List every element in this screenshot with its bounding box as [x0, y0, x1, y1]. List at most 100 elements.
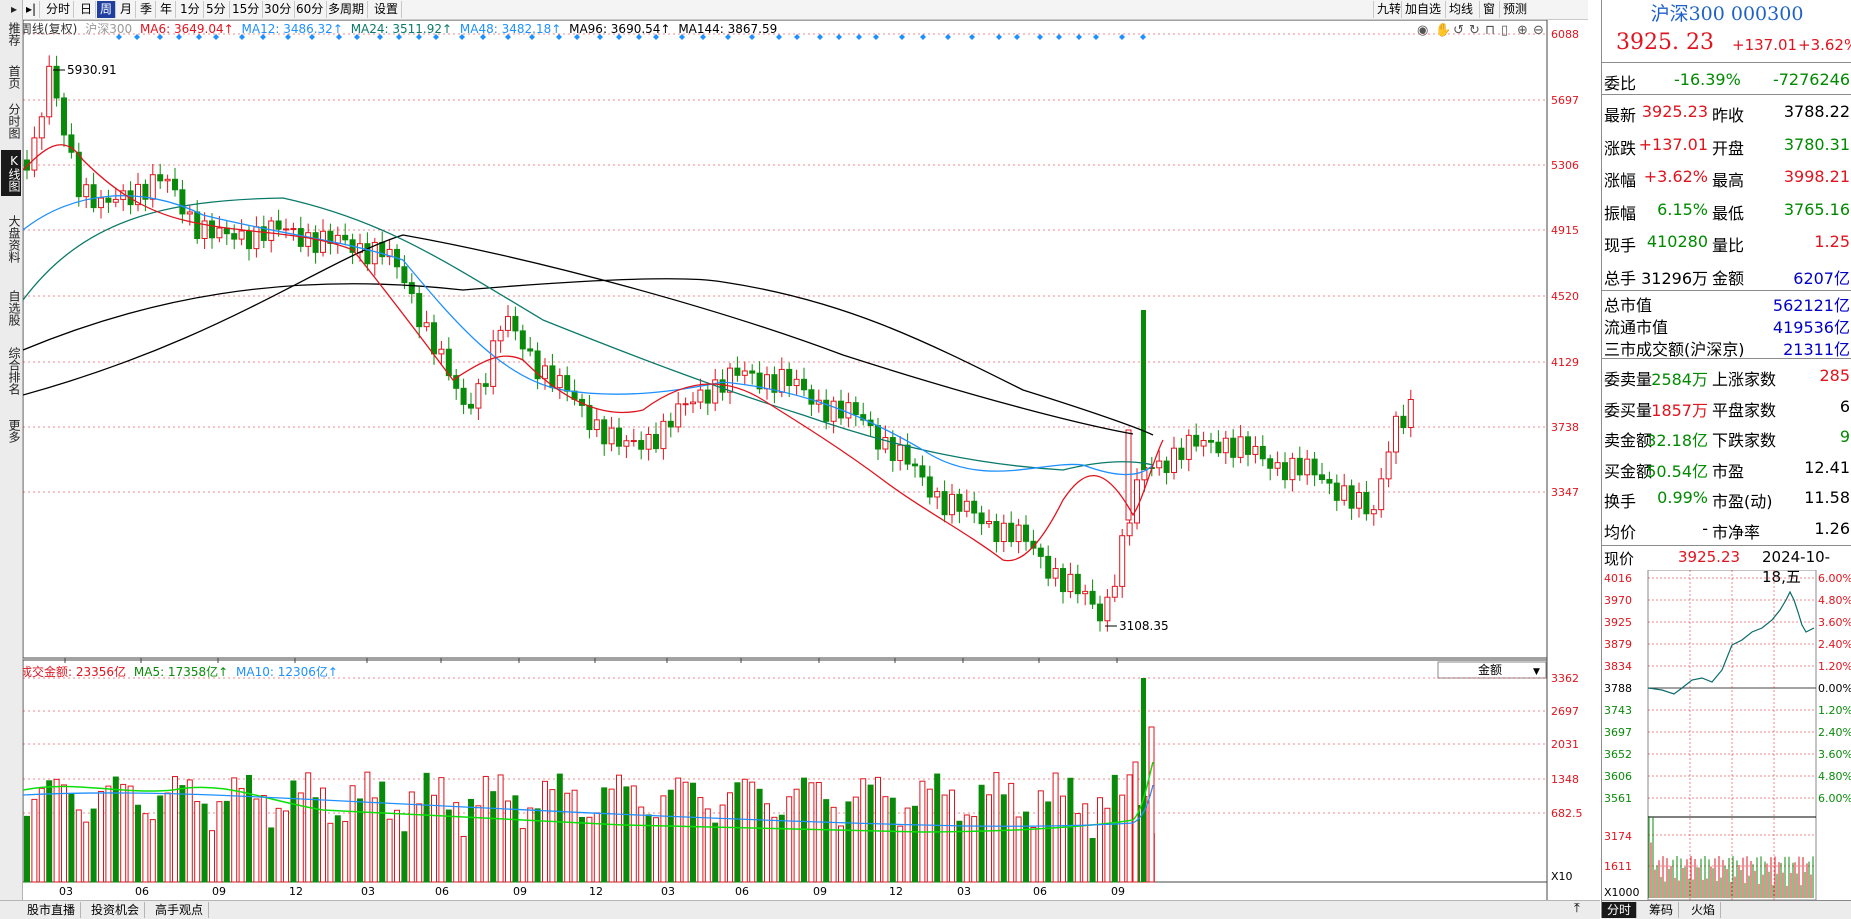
lock-icon[interactable]: ⊓	[1485, 23, 1495, 38]
candle-body	[1023, 524, 1029, 542]
volume-bar	[741, 778, 748, 883]
tab-monthly[interactable]: 月	[117, 1, 137, 18]
volume-bar	[1037, 790, 1044, 883]
scroll-top-icon[interactable]: ⤒	[1574, 901, 1580, 916]
volume-bar	[601, 787, 608, 883]
candle-body	[1333, 482, 1340, 501]
tab-30min[interactable]: 30分	[261, 1, 296, 18]
volume-bar	[438, 777, 445, 883]
sidebar-item-watchlist[interactable]: 自选股	[7, 290, 21, 326]
candle-body	[771, 374, 778, 393]
volume-bar	[564, 792, 571, 883]
tab-opportunity[interactable]: 投资机会	[86, 902, 146, 918]
ma-button[interactable]: 均线	[1445, 1, 1476, 18]
mini-tab-chips[interactable]: 筹码	[1644, 902, 1680, 918]
sidebar-item-market-info[interactable]: 大盘资料	[7, 215, 21, 263]
candle-body	[1304, 458, 1311, 476]
eye-icon[interactable]: ◉	[1417, 23, 1428, 38]
kline-chart[interactable]: 6088 5697 5306 4915 4520 4129 3738 3347 5930.91…	[23, 20, 1600, 900]
sidebar-item-recommend[interactable]: 推荐	[7, 22, 21, 46]
order-row-label2: 市净率	[1712, 522, 1761, 542]
volume-bar	[482, 775, 489, 883]
mini-tab-flame[interactable]: 火焰	[1686, 902, 1722, 918]
volume-bar	[98, 790, 104, 883]
volume-bar	[379, 781, 386, 883]
volume-bar	[1074, 813, 1081, 883]
tab-weekly[interactable]: 周	[97, 1, 117, 18]
time-tick: 09	[212, 885, 226, 898]
forecast-button[interactable]: 预测	[1499, 1, 1530, 18]
add-watchlist-button[interactable]: 加自选	[1401, 1, 1444, 18]
zoom-out-icon[interactable]: ⊖	[1533, 23, 1544, 38]
volume-metric-select[interactable]: 金额 ▼	[1437, 661, 1547, 679]
low-price-label: 3108.35	[1119, 619, 1169, 633]
candle-body	[1126, 522, 1133, 537]
left-sidebar: ▸ 推荐 首页 分时图 K线图 大盘资料 自选股 综合排名 更多	[0, 0, 23, 900]
market-label: 总市值	[1604, 296, 1653, 315]
jiuzhuan-button[interactable]: 九转	[1373, 1, 1404, 18]
volume-bar	[112, 776, 119, 883]
candle-body	[135, 183, 141, 206]
tab-experts[interactable]: 高手观点	[150, 902, 210, 918]
settings-button[interactable]: 设置	[371, 1, 403, 18]
sidebar-item-more[interactable]: 更多	[7, 419, 21, 443]
sidebar-item-timeshare[interactable]: 分时图	[7, 103, 21, 139]
signal-marker	[1119, 34, 1125, 40]
sidebar-item-home[interactable]: 首页	[7, 65, 21, 89]
quote-row-label: 现手	[1604, 236, 1637, 255]
signal-marker	[134, 34, 140, 40]
doc-icon[interactable]: ▯	[1501, 23, 1508, 38]
mini-right-tick: 3.60%	[1818, 748, 1851, 761]
candle-body	[749, 370, 756, 374]
window-button[interactable]: 窗	[1479, 1, 1498, 18]
mini-timeshare-chart[interactable]: 4016 6.00% 3970 4.80% 3925 3.60% 3879 2.40% 3834…	[1602, 570, 1851, 900]
volume-tick: 2031	[1551, 738, 1579, 751]
candle-body	[1274, 462, 1281, 469]
volume-bar	[786, 796, 793, 883]
mini-price-value: 3925.23	[1678, 548, 1741, 566]
zoom-in-icon[interactable]: ⊕	[1517, 23, 1528, 38]
toolbar-collapse-icon[interactable]: ▸|	[23, 1, 41, 18]
order-row-label: 卖金额	[1604, 431, 1653, 450]
undo-icon[interactable]: ↺	[1453, 23, 1464, 38]
legend-ma24: MA24: 3511.92↑	[351, 22, 452, 36]
order-row-label: 委买量	[1604, 400, 1653, 420]
tab-15min[interactable]: 15分	[229, 1, 264, 18]
signal-marker	[1140, 34, 1146, 40]
tab-1min[interactable]: 1分	[177, 1, 204, 18]
tab-60min[interactable]: 60分	[293, 1, 328, 18]
volume-bar	[349, 785, 356, 883]
candle-body	[1378, 478, 1385, 511]
mini-tab-timeshare[interactable]: 分时	[1602, 902, 1638, 918]
volume-bar	[956, 820, 963, 883]
volume-bar	[1082, 803, 1089, 883]
volume-bar	[653, 817, 659, 883]
hand-icon[interactable]: ✋	[1435, 22, 1451, 38]
candle-body	[875, 425, 881, 450]
sidebar-item-kline[interactable]: K线图	[1, 150, 21, 196]
tab-timeshare[interactable]: 分时	[43, 1, 75, 18]
tab-daily[interactable]: 日	[77, 1, 97, 18]
sidebar-item-ranking[interactable]: 综合排名	[7, 347, 21, 395]
tab-multi-period[interactable]: 多周期	[325, 1, 369, 18]
candle-body	[408, 282, 415, 295]
candle-body	[1074, 573, 1081, 595]
redo-icon[interactable]: ↻	[1469, 23, 1480, 38]
sidebar-collapse-icon[interactable]: ▸	[7, 2, 21, 16]
volume-bar	[1097, 797, 1103, 883]
tab-live[interactable]: 股市直播	[22, 902, 82, 918]
tab-quarterly[interactable]: 季	[137, 1, 157, 18]
tab-5min[interactable]: 5分	[203, 1, 230, 18]
tab-yearly[interactable]: 年	[157, 1, 177, 18]
mini-right-tick: 3.60%	[1818, 616, 1851, 629]
signal-marker	[176, 34, 182, 40]
candle-body	[623, 440, 630, 447]
volume-bar	[690, 782, 696, 883]
signal-marker	[529, 34, 535, 40]
volume-bar	[172, 776, 178, 883]
volume-bar	[305, 772, 312, 883]
order-row-label2: 市盈	[1712, 461, 1745, 481]
mini-left-tick: 3652	[1604, 748, 1632, 761]
quote-row-value: 31296万	[1641, 268, 1708, 288]
candle-body	[1296, 457, 1303, 476]
